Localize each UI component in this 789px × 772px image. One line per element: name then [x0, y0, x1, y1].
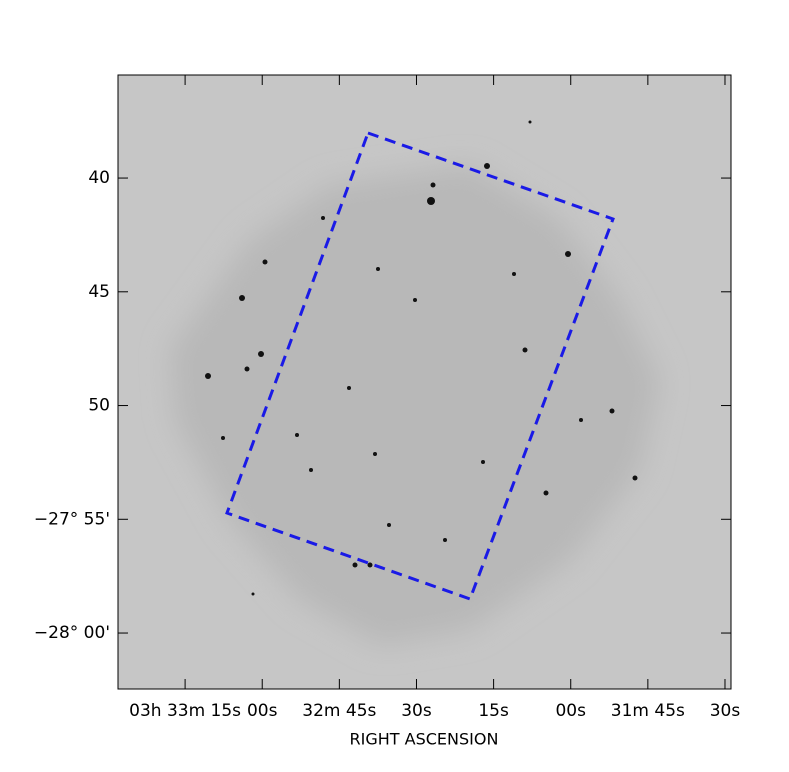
x-tick-label: 32m 45s [302, 701, 376, 721]
x-tick-label: 03h 33m 15s [129, 701, 241, 721]
x-axis-label: RIGHT ASCENSION [350, 730, 499, 749]
y-tick-label: 50 [88, 396, 110, 416]
y-tick-label: −27° 55' [34, 509, 110, 529]
y-tick-label: −28° 00' [34, 623, 110, 643]
x-tick-label: 30s [710, 701, 741, 721]
y-tick-label: 40 [88, 168, 110, 188]
nebula [170, 165, 660, 645]
x-tick-label: 30s [401, 701, 432, 721]
y-tick-label: 45 [88, 282, 110, 302]
point-sources [205, 120, 638, 596]
x-tick-label: 00s [555, 701, 586, 721]
plot-frame [117, 74, 732, 690]
x-tick-label: 15s [478, 701, 509, 721]
x-tick-label: 31m 45s [611, 701, 685, 721]
x-tick-label: 00s [247, 701, 278, 721]
